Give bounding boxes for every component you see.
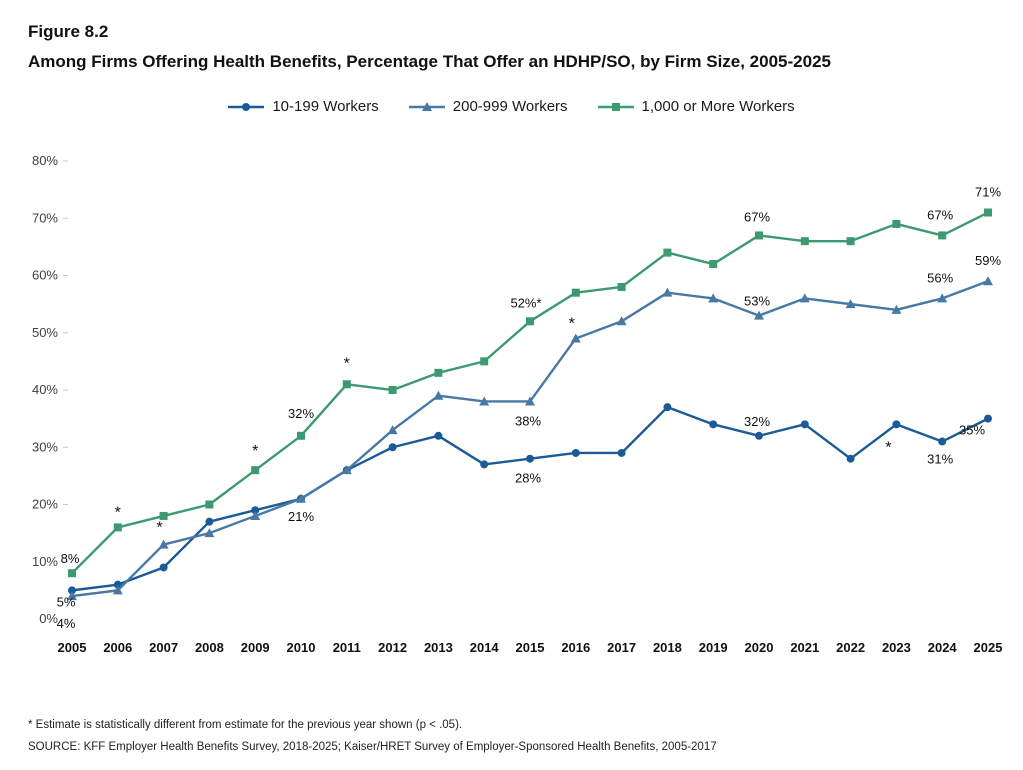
svg-text:53%: 53% (744, 293, 770, 308)
legend-item-1: 200-999 Workers (408, 98, 568, 116)
svg-text:2017: 2017 (607, 640, 636, 655)
footnote-source: SOURCE: KFF Employer Health Benefits Sur… (28, 740, 717, 753)
svg-text:21%: 21% (288, 508, 314, 523)
svg-text:60%: 60% (32, 267, 58, 282)
svg-text:*: * (569, 315, 575, 332)
chart-header: Figure 8.2 Among Firms Offering Health B… (0, 0, 958, 75)
svg-text:35%: 35% (959, 422, 985, 437)
legend-triangle-marker-icon (408, 101, 445, 111)
svg-text:0%: 0% (39, 611, 58, 626)
svg-text:2022: 2022 (836, 640, 865, 655)
footnotes: * Estimate is statistically different fr… (28, 715, 717, 758)
svg-text:56%: 56% (927, 270, 953, 285)
svg-text:2021: 2021 (790, 640, 819, 655)
svg-text:10%: 10% (32, 553, 58, 568)
svg-text:8%: 8% (61, 551, 80, 566)
svg-text:38%: 38% (515, 413, 541, 428)
svg-text:2024: 2024 (928, 640, 958, 655)
svg-text:70%: 70% (32, 210, 58, 225)
legend-item-0: 10-199 Workers (228, 98, 379, 116)
svg-text:32%: 32% (744, 413, 770, 428)
legend-item-2: 1,000 or More Workers (597, 98, 795, 116)
footnote-significance: * Estimate is statistically different fr… (28, 719, 463, 732)
svg-text:30%: 30% (32, 439, 58, 454)
svg-text:2025: 2025 (974, 640, 1003, 655)
legend-circle-marker-icon (228, 102, 265, 111)
svg-text:*: * (344, 355, 350, 372)
svg-text:2010: 2010 (287, 640, 316, 655)
svg-text:2012: 2012 (378, 640, 407, 655)
svg-text:31%: 31% (927, 451, 953, 466)
svg-text:52%*: 52%* (510, 295, 541, 310)
legend-label: 200-999 Workers (452, 98, 568, 116)
svg-text:2013: 2013 (424, 640, 453, 655)
svg-text:*: * (885, 439, 891, 456)
svg-text:67%: 67% (744, 209, 770, 224)
svg-text:2016: 2016 (561, 640, 590, 655)
chart-area: 0% 10% 20% 30% 40% 50% 60% 70% 80% 2005 2006 2007 20… (0, 125, 1023, 675)
svg-text:2018: 2018 (653, 640, 682, 655)
hdhp-line-chart: 0% 10% 20% 30% 40% 50% 60% 70% 80% 2005 2006 2007 20… (32, 153, 1003, 655)
svg-text:40%: 40% (32, 382, 58, 397)
svg-text:2023: 2023 (882, 640, 911, 655)
svg-text:*: * (115, 504, 121, 521)
svg-text:4%: 4% (57, 616, 76, 631)
svg-text:28%: 28% (515, 470, 541, 485)
svg-text:50%: 50% (32, 324, 58, 339)
svg-text:80%: 80% (32, 153, 58, 168)
svg-text:71%: 71% (975, 184, 1001, 199)
svg-text:2005: 2005 (58, 640, 87, 655)
svg-text:2007: 2007 (149, 640, 178, 655)
legend-label: 10-199 Workers (272, 98, 379, 116)
figure-label: Figure 8.2 (28, 22, 109, 41)
svg-text:32%: 32% (288, 405, 314, 420)
svg-text:2019: 2019 (699, 640, 728, 655)
svg-text:59%: 59% (975, 253, 1001, 268)
svg-text:2009: 2009 (241, 640, 270, 655)
svg-text:20%: 20% (32, 496, 58, 511)
chart-title: Among Firms Offering Health Benefits, Pe… (28, 52, 831, 71)
svg-text:2015: 2015 (516, 640, 545, 655)
svg-text:*: * (156, 519, 162, 536)
svg-text:*: * (252, 443, 258, 460)
svg-text:2011: 2011 (333, 640, 361, 655)
svg-text:2020: 2020 (745, 640, 774, 655)
svg-text:5%: 5% (57, 594, 76, 609)
svg-text:2008: 2008 (195, 640, 224, 655)
svg-text:2006: 2006 (103, 640, 132, 655)
legend-square-marker-icon (597, 102, 634, 111)
svg-text:2014: 2014 (470, 640, 500, 655)
svg-text:67%: 67% (927, 207, 953, 222)
legend-label: 1,000 or More Workers (641, 98, 795, 116)
chart-legend: 10-199 Workers 200-999 Workers 1,000 or Mo… (0, 91, 1023, 123)
